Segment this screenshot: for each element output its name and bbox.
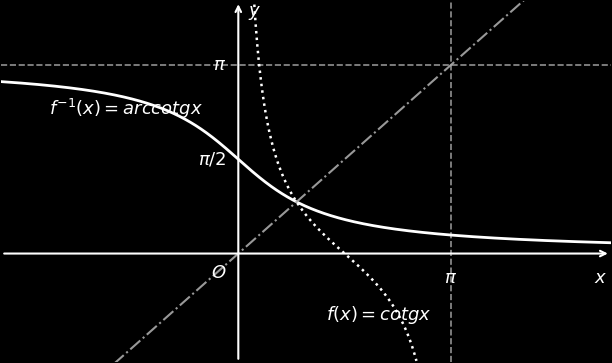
- Text: $f^{-1}(x) = arccotgx$: $f^{-1}(x) = arccotgx$: [49, 97, 203, 122]
- Text: $O$: $O$: [211, 264, 226, 282]
- Text: $\pi$: $\pi$: [213, 56, 226, 74]
- Text: $y$: $y$: [248, 4, 262, 23]
- Text: $f(x) = cotgx$: $f(x) = cotgx$: [326, 303, 431, 326]
- Text: $\pi$: $\pi$: [444, 269, 458, 286]
- Text: $x$: $x$: [594, 269, 607, 286]
- Text: $\pi/2$: $\pi/2$: [198, 150, 226, 168]
